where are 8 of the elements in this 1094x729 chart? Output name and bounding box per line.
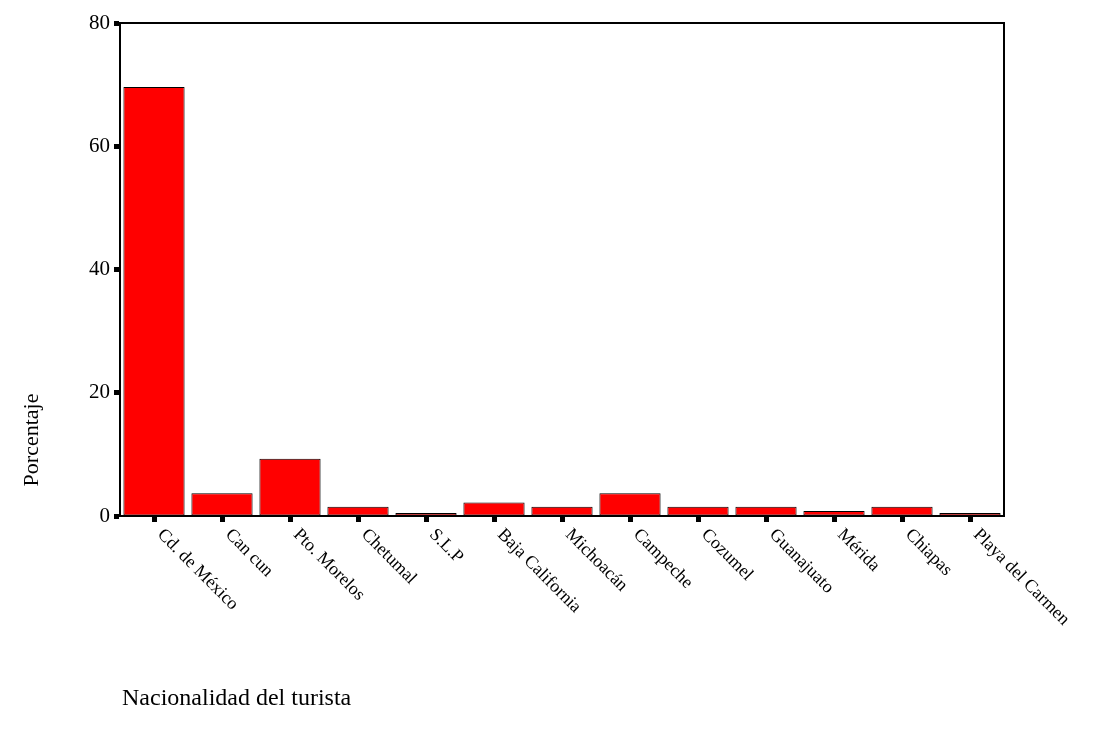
y-axis-title: Porcentaje [17,393,43,487]
y-tick-label: 0 [99,502,110,527]
x-axis-title: Nacionalidad del turista [122,684,352,710]
y-tick-label: 60 [89,132,110,157]
y-tick-label: 20 [89,379,110,404]
y-tick-label: 80 [89,9,110,34]
y-tick-label: 40 [89,256,110,281]
x-tick-label: Can cun [221,524,279,581]
